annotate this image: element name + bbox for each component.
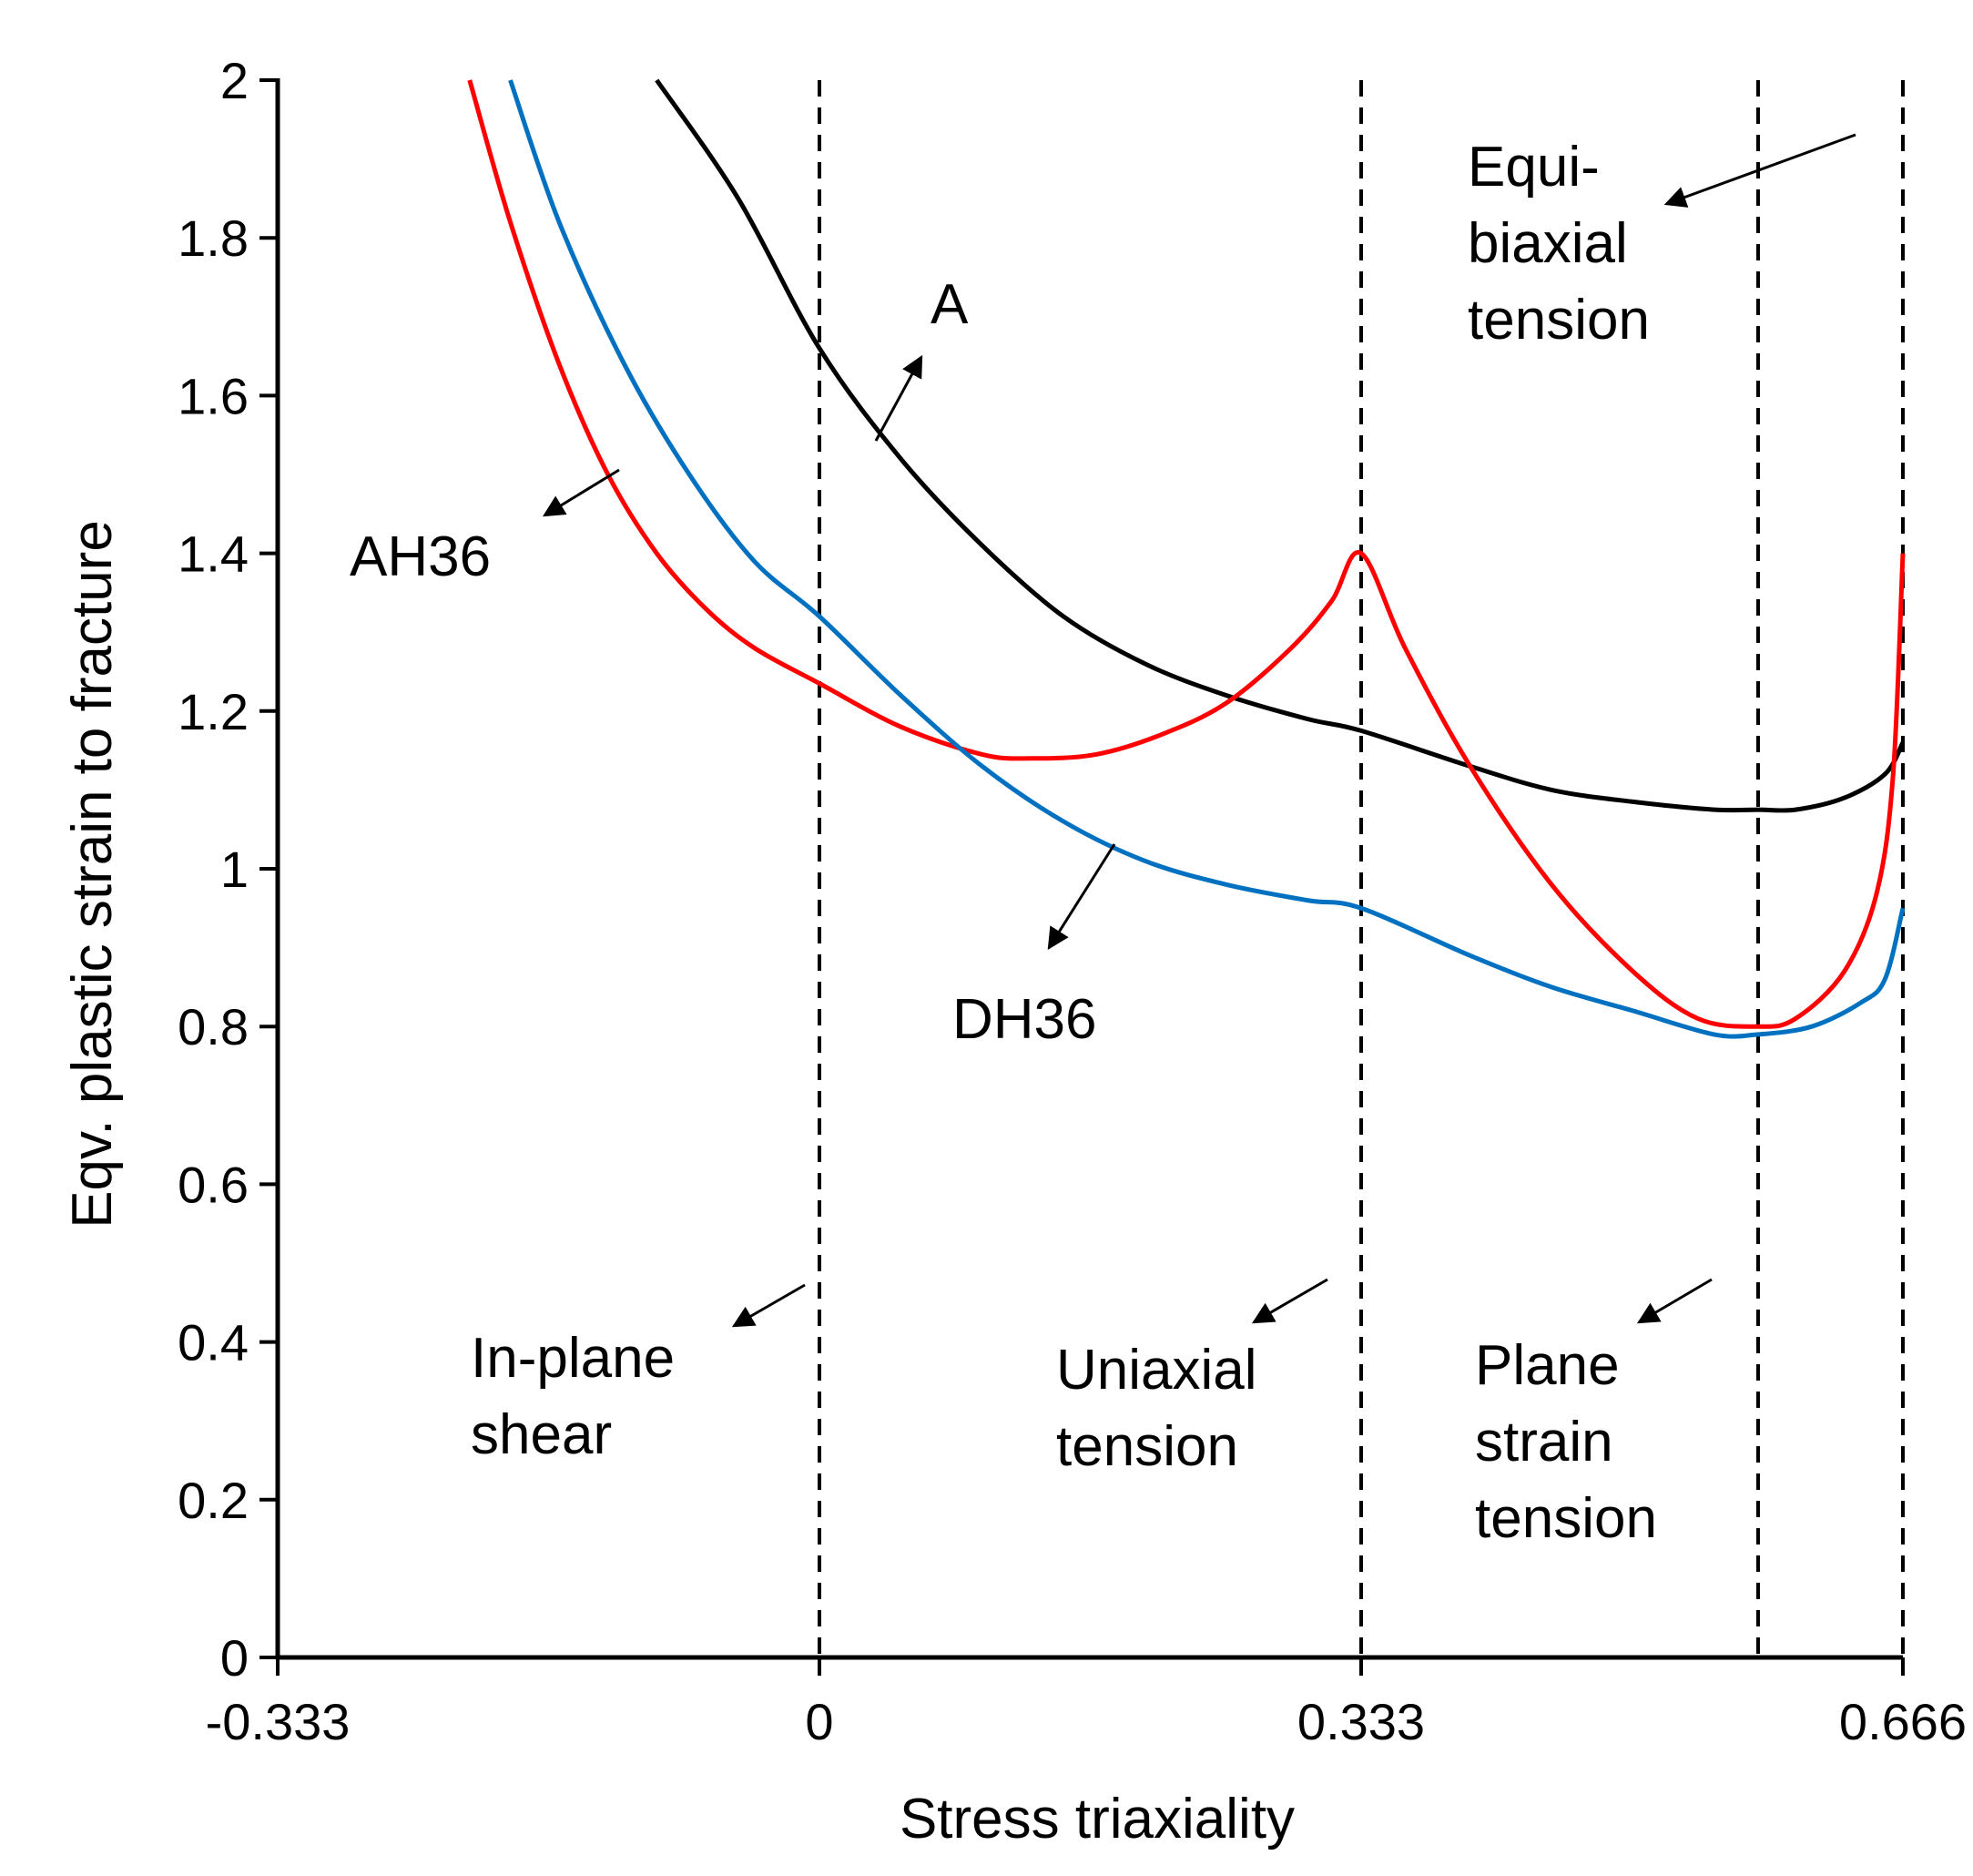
annotation-inplane-line-2: shear: [471, 1403, 612, 1466]
arrow-inplane: [731, 1283, 806, 1328]
annotation-dh36-line: DH36: [952, 988, 1097, 1051]
x-axis-title: Stress triaxiality: [900, 1788, 1295, 1851]
annotation-equibiaxial-line-2: biaxial: [1468, 212, 1628, 275]
y-tick-label: 0.2: [178, 1472, 249, 1529]
annotation-planestrain-line-2: strain: [1475, 1411, 1613, 1473]
annotation-planestrain: Plane strain tension: [1475, 1334, 1657, 1550]
arrow-equibiaxial: [1663, 133, 1856, 208]
annotation-a: A: [931, 273, 969, 336]
y-tick-label: 0.8: [178, 998, 249, 1055]
annotation-equibiaxial: Equi- biaxial tension: [1468, 136, 1650, 352]
y-tick-label: 1.6: [178, 367, 249, 424]
x-tick-label: -0.333: [206, 1693, 351, 1750]
x-tick-label: 0.666: [1839, 1693, 1967, 1750]
annotation-equibiaxial-line-1: Equi-: [1468, 136, 1600, 199]
y-tick-label: 1.2: [178, 683, 249, 740]
y-tick-label: 1: [220, 841, 249, 898]
annotation-ah36: AH36: [350, 525, 491, 588]
arrow-planestrain: [1636, 1278, 1713, 1324]
annotation-uniaxial-line-1: Uniaxial: [1056, 1339, 1257, 1402]
annotation-a-line: A: [931, 273, 969, 336]
annotation-inplane: In-plane shear: [471, 1327, 690, 1466]
arrow-a: [874, 354, 923, 442]
annotation-planestrain-line-3: tension: [1475, 1487, 1657, 1550]
series-line-ah36: [467, 79, 1906, 1029]
annotation-uniaxial-line-2: tension: [1056, 1415, 1238, 1478]
annotation-equibiaxial-line-3: tension: [1468, 289, 1650, 352]
arrow-ah36: [542, 468, 620, 517]
x-tick-label: 0.333: [1297, 1693, 1425, 1750]
arrow-dh36: [1047, 843, 1116, 951]
series-line-a: [655, 78, 1906, 813]
reference-lines: [818, 80, 1905, 1657]
y-tick-label: 2: [220, 52, 249, 109]
annotation-dh36: DH36: [952, 988, 1097, 1051]
y-tick-label: 1.4: [178, 525, 249, 583]
annotation-arrows: [542, 133, 1856, 1328]
annotation-inplane-line-1: In-plane: [471, 1327, 675, 1390]
annotation-planestrain-line-1: Plane: [1475, 1334, 1620, 1397]
series-line-dh36: [508, 79, 1906, 1039]
annotation-uniaxial: Uniaxial tension: [1056, 1339, 1273, 1478]
series-layer: [467, 78, 1906, 1039]
y-axis-title: Eqv. plastic strain to fracture: [61, 520, 124, 1229]
y-tick-label: 0: [220, 1629, 249, 1687]
ticks: 0 0.2 0.4 0.6 0.8 1 1.2 1.4 1.6 1.8 2 -0.333 0 0.333 0…: [178, 52, 1967, 1750]
y-tick-label: 0.4: [178, 1314, 249, 1371]
y-tick-label: 0.6: [178, 1156, 249, 1213]
arrow-uniaxial: [1251, 1278, 1328, 1324]
x-tick-label: 0: [805, 1693, 833, 1750]
annotation-ah36-line: AH36: [350, 525, 491, 588]
y-tick-label: 1.8: [178, 209, 249, 267]
